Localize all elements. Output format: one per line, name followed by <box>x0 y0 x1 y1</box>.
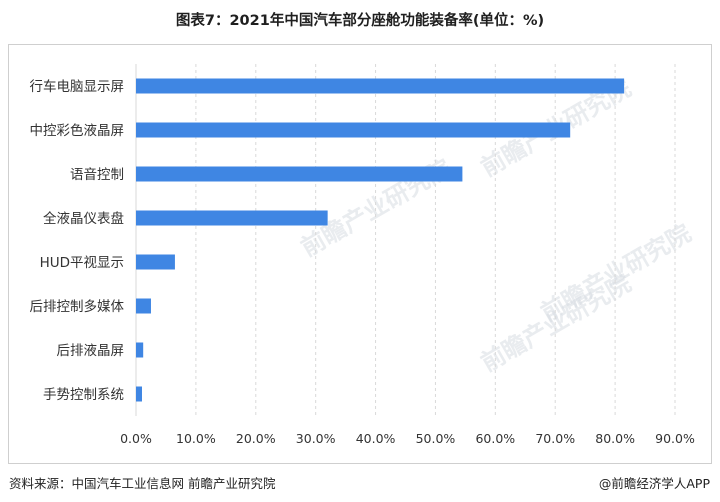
x-tick-labels: 0.0% 10.0% 20.0% 30.0% 40.0% 50.0% 60.0% 70.0% 8… <box>120 431 695 446</box>
bar <box>136 210 328 226</box>
x-tick-label: 40.0% <box>356 431 396 446</box>
bar <box>136 254 175 270</box>
bar <box>136 166 463 182</box>
x-tick-label: 90.0% <box>655 431 695 446</box>
bar <box>136 386 142 402</box>
chart-title: 图表7：2021年中国汽车部分座舱功能装备率(单位：%) <box>175 13 545 29</box>
bars <box>136 78 625 402</box>
category-label: 后排控制多媒体 <box>30 298 125 315</box>
bar <box>136 298 151 314</box>
category-label: 全液晶仪表盘 <box>43 210 124 227</box>
x-tick-label: 10.0% <box>176 431 216 446</box>
x-tick-label: 30.0% <box>296 431 336 446</box>
bar <box>136 78 625 94</box>
x-tick-label: 60.0% <box>475 431 515 446</box>
category-label: 语音控制 <box>70 166 124 183</box>
brand-note: @前瞻经济学人APP <box>598 476 710 491</box>
category-label: 后排液晶屏 <box>57 343 125 359</box>
x-tick-label: 0.0% <box>120 431 152 446</box>
x-tick-label: 50.0% <box>416 431 456 446</box>
source-note: 资料来源：中国汽车工业信息网 前瞻产业研究院 <box>9 476 276 491</box>
watermark-text: 前瞻产业研究院 <box>476 269 635 377</box>
bar <box>136 342 144 358</box>
category-label: 手势控制系统 <box>43 387 124 403</box>
x-tick-label: 20.0% <box>236 431 276 446</box>
category-label: HUD平视显示 <box>40 255 124 271</box>
x-tick-label: 80.0% <box>595 431 635 446</box>
plot-frame <box>8 44 712 464</box>
x-tick-label: 70.0% <box>535 431 575 446</box>
category-label: 行车电脑显示屏 <box>30 78 125 95</box>
category-label: 中控彩色液晶屏 <box>30 122 125 139</box>
bar <box>136 122 571 138</box>
